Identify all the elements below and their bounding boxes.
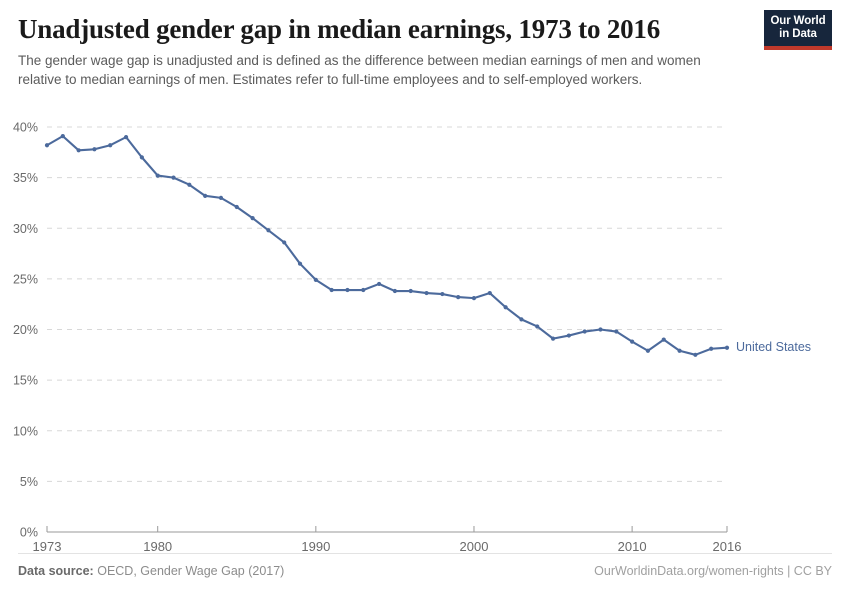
series-line[interactable]: [45, 135, 729, 356]
series-lines[interactable]: [44, 134, 730, 357]
y-tick-label: 20%: [13, 323, 38, 337]
data-point[interactable]: [424, 290, 429, 296]
x-tick-label: 1973: [33, 539, 62, 554]
x-tick-label: 1980: [143, 539, 172, 554]
data-point[interactable]: [630, 339, 635, 344]
data-point[interactable]: [123, 135, 129, 140]
data-point[interactable]: [724, 345, 730, 350]
data-point[interactable]: [392, 288, 398, 294]
data-point[interactable]: [645, 348, 651, 353]
y-tick-label: 40%: [13, 121, 38, 135]
data-point[interactable]: [76, 148, 81, 153]
data-point[interactable]: [408, 288, 413, 294]
data-point[interactable]: [282, 240, 287, 245]
data-point[interactable]: [155, 173, 160, 178]
data-point[interactable]: [598, 327, 603, 332]
data-point[interactable]: [661, 337, 666, 342]
series-legend-label[interactable]: United States: [736, 340, 811, 354]
page-title: Unadjusted gender gap in median earnings…: [18, 14, 661, 44]
data-point[interactable]: [108, 143, 113, 148]
data-point[interactable]: [503, 305, 508, 310]
data-source: Data source: OECD, Gender Wage Gap (2017…: [18, 564, 284, 578]
data-point[interactable]: [582, 329, 587, 334]
data-point[interactable]: [44, 143, 50, 148]
logo-red-bar: [764, 45, 832, 50]
gridlines: [47, 126, 727, 482]
x-tick-label: 1990: [301, 539, 330, 554]
data-point[interactable]: [139, 155, 144, 160]
data-point[interactable]: [693, 352, 698, 357]
chart-header: Unadjusted gender gap in median earnings…: [18, 10, 832, 89]
y-tick-label: 10%: [13, 424, 38, 438]
chart-footer: Data source: OECD, Gender Wage Gap (2017…: [18, 553, 832, 584]
x-tick-label: 2000: [460, 539, 489, 554]
data-point[interactable]: [329, 287, 334, 293]
y-axis-tick-labels: 0% 5% 10% 15% 20% 25% 30% 35% 40%: [13, 121, 38, 540]
data-point[interactable]: [203, 193, 208, 198]
y-tick-label: 25%: [13, 272, 38, 286]
data-point[interactable]: [234, 204, 239, 210]
y-tick-label: 5%: [20, 475, 38, 489]
data-point[interactable]: [92, 147, 97, 152]
our-world-in-data-logo[interactable]: Our World in Data: [764, 10, 832, 50]
data-point[interactable]: [345, 287, 350, 293]
data-point[interactable]: [535, 324, 540, 329]
data-point[interactable]: [519, 317, 524, 322]
y-tick-label: 35%: [13, 171, 38, 185]
x-axis: [46, 526, 728, 533]
data-point[interactable]: [440, 291, 445, 297]
data-point[interactable]: [187, 182, 192, 187]
x-axis-tick-labels: 1973 1980 1990 2000 2010 2016: [33, 539, 742, 554]
data-point[interactable]: [566, 333, 571, 338]
data-point[interactable]: [250, 216, 255, 221]
data-point[interactable]: [471, 296, 477, 301]
data-point[interactable]: [313, 277, 318, 282]
data-point[interactable]: [614, 329, 619, 334]
y-tick-label: 15%: [13, 374, 38, 388]
data-point[interactable]: [297, 261, 303, 266]
series-legend-labels[interactable]: United States: [736, 340, 811, 354]
logo-line-2: in Data: [779, 27, 817, 40]
data-source-value: OECD, Gender Wage Gap (2017): [97, 564, 285, 578]
data-point[interactable]: [677, 348, 682, 353]
line-chart[interactable]: 0% 5% 10% 15% 20% 25% 30% 35% 40% 1973 1980 1990 20…: [0, 112, 850, 562]
y-tick-label: 30%: [13, 222, 38, 236]
data-point[interactable]: [218, 195, 224, 200]
y-tick-label: 0%: [20, 526, 38, 540]
data-point[interactable]: [376, 281, 382, 287]
attribution-link[interactable]: OurWorldinData.org/women-rights | CC BY: [594, 564, 832, 578]
data-point[interactable]: [266, 228, 271, 233]
chart-subtitle: The gender wage gap is unadjusted and is…: [18, 53, 701, 88]
data-source-label: Data source:: [18, 564, 94, 578]
data-point[interactable]: [487, 290, 492, 296]
data-point[interactable]: [709, 346, 714, 351]
data-point[interactable]: [60, 134, 65, 139]
data-point[interactable]: [550, 336, 556, 341]
chart-svg[interactable]: 0% 5% 10% 15% 20% 25% 30% 35% 40% 1973 1980 1990 20…: [0, 112, 850, 562]
x-tick-label: 2016: [713, 539, 742, 554]
data-point[interactable]: [361, 287, 366, 293]
data-point[interactable]: [171, 175, 176, 180]
data-point[interactable]: [456, 295, 461, 300]
logo-line-1: Our World: [770, 15, 826, 27]
x-tick-label: 2010: [618, 539, 647, 554]
